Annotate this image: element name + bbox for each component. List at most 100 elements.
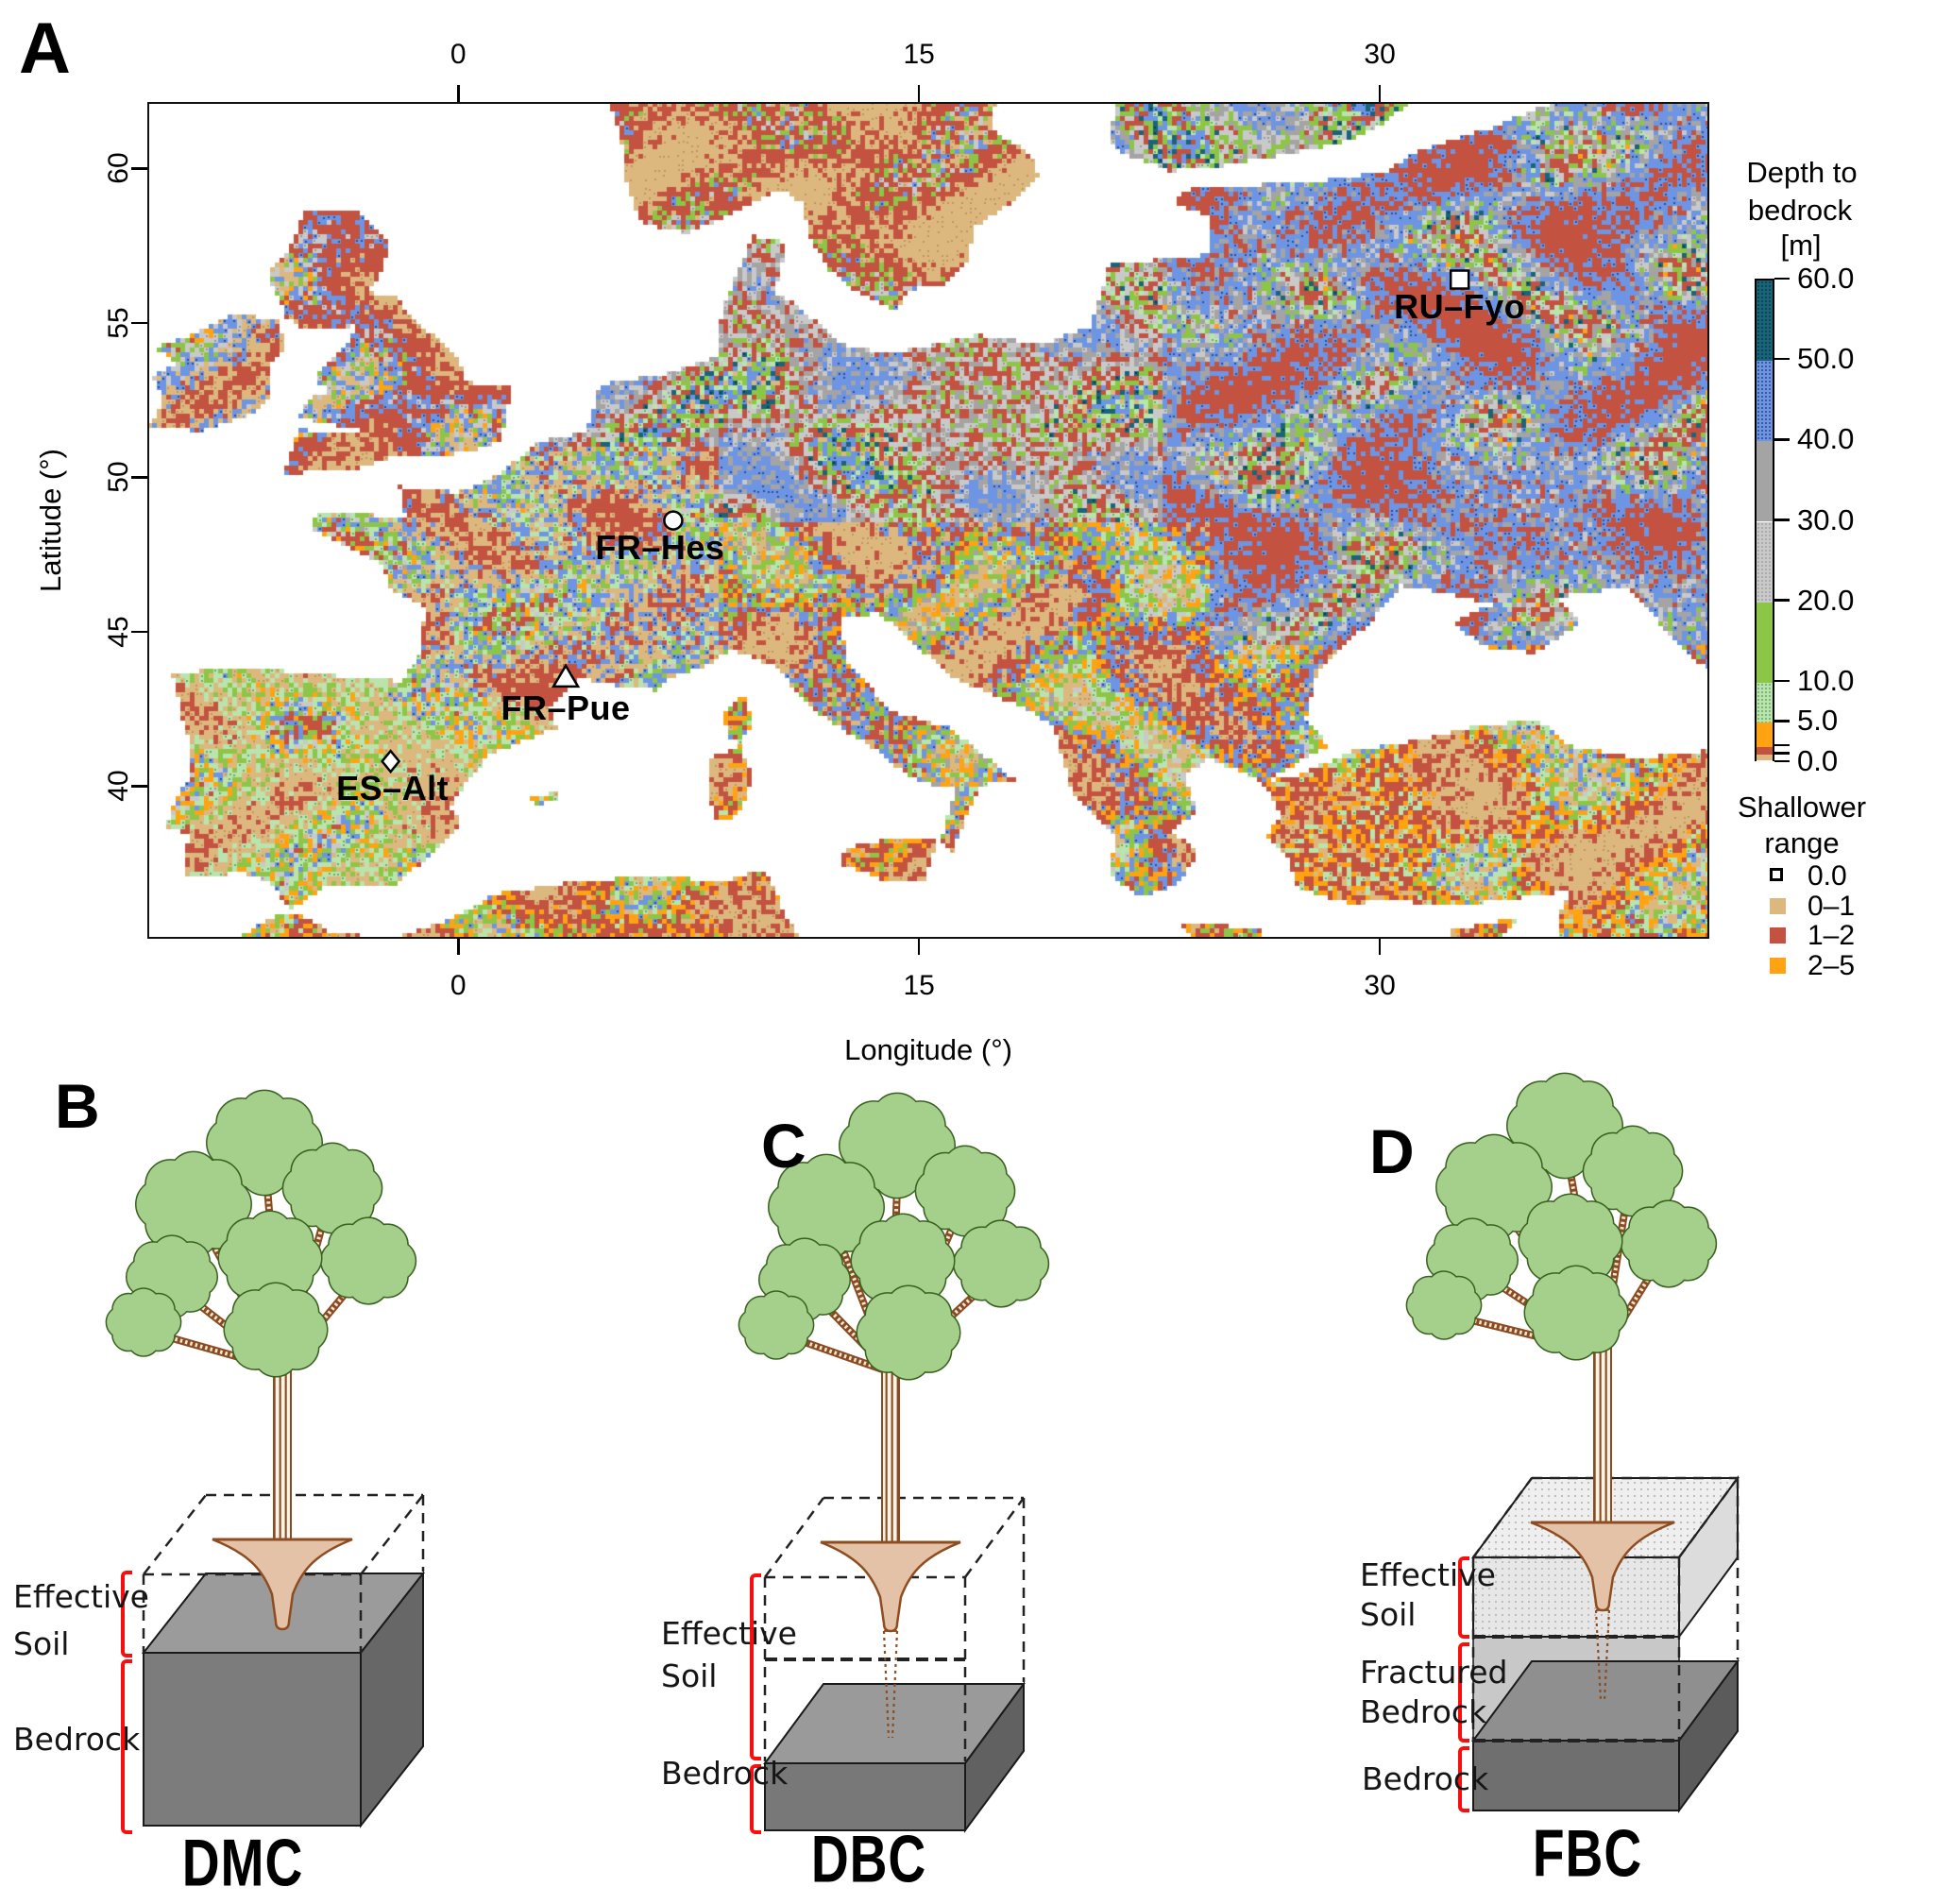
dbc-tree-cloud2-bump <box>942 1145 988 1190</box>
dmc-tree-cloud3-bump <box>375 1240 416 1282</box>
fbc-tree-cloud6-bump <box>1412 1300 1447 1335</box>
dbc-tree-cloud2-bump <box>924 1186 967 1229</box>
dmc-tree-cloud6-bump <box>141 1292 176 1327</box>
fbc-tree-cloud7-fill <box>1525 1266 1627 1359</box>
dbc-tree-cloud7-bump <box>872 1296 945 1369</box>
panel-c-letter: C <box>761 1111 806 1181</box>
fbc-tree-cloud4-bump <box>1439 1227 1505 1293</box>
fbc-tree-cloud6-bump <box>1413 1301 1445 1334</box>
dbc-tree-cloud2-bump <box>916 1169 959 1213</box>
dmc-tree-cloud7-bump <box>274 1325 318 1369</box>
fbc-tree-cloud2-outline <box>1582 1125 1684 1217</box>
c-effective-label: Effective <box>661 1615 797 1652</box>
fbc-tree-cloud3-bump <box>1666 1206 1709 1250</box>
dmc-tree-cloud2-fill <box>283 1143 382 1233</box>
fbc-tree-cloud3-bump <box>1628 1238 1672 1282</box>
dmc-tree-cloud6-bump <box>143 1318 175 1351</box>
dmc-tree-cloud1-fill <box>136 1152 251 1256</box>
fbc-tree-cloud4-bump <box>1452 1218 1492 1258</box>
dmc-tree-cloud5-bump <box>228 1253 272 1298</box>
dmc-tree-cloud5-bump <box>233 1221 307 1295</box>
dmc-tree-cloud7-bump <box>225 1308 268 1352</box>
colorbar-segment-0.35-1 <box>1757 755 1773 760</box>
dmc-tree-cloud3-bump <box>328 1223 371 1266</box>
shallow-legend-title-line2: range <box>1764 826 1840 859</box>
dmc-tree-cloud0-bump <box>272 1118 322 1167</box>
dbc-tree-cloud2-bump <box>963 1186 1007 1229</box>
fbc-tree-cloud6-bump <box>1428 1271 1460 1303</box>
dbc-tree-cloud6-outline <box>738 1290 815 1360</box>
dmc-tree-cloud7-bump <box>233 1290 278 1334</box>
fbc-tree-cloud2-bump <box>1597 1135 1669 1207</box>
dbc-tree-cloud0-bump <box>873 1148 922 1198</box>
dmc-wire-diagL <box>143 1494 207 1575</box>
fbc-tree-cloud4-bump <box>1451 1261 1493 1302</box>
dbc-tree-trunk <box>881 1362 900 1545</box>
fbc-tree-cloud4-bump <box>1451 1217 1493 1259</box>
dmc-tree-cloud1-bump <box>154 1164 233 1244</box>
fbc-tree-cloud1-bump <box>1453 1147 1535 1228</box>
fbc-tree-cloud6-outline <box>1405 1270 1483 1340</box>
dbc-tree-cloud2-bump <box>923 1185 968 1231</box>
fbc-tree-cloud7-bump <box>1553 1265 1600 1312</box>
dbc-tree-cloud0-bump <box>848 1100 900 1152</box>
colorbar-tick <box>1774 743 1790 747</box>
dmc-tree-cloud1-bump <box>145 1198 195 1249</box>
fbc-tree-cloud7-bump <box>1574 1273 1619 1318</box>
fbc-tree-cloud5-bump <box>1536 1206 1605 1276</box>
fbc-tree-cloud7-bump <box>1553 1314 1600 1361</box>
dbc-tree-cloud5-bump <box>866 1224 940 1298</box>
dbc-tree-cloud7-bump <box>887 1286 930 1330</box>
d-effective-label: Effective <box>1360 1556 1496 1593</box>
fbc-tree-cloud7-bump <box>1534 1273 1578 1318</box>
dmc-tree-cloud1-bump <box>191 1159 243 1211</box>
dbc-tree-cloud3-bump <box>967 1230 1035 1298</box>
bracket-c-bedrock <box>750 1764 761 1834</box>
dbc-tree-cloud3-bump <box>960 1226 1004 1269</box>
dbc-tree-cloud7-bump <box>914 1309 961 1356</box>
dmc-tree-cloud4-bump <box>178 1257 217 1297</box>
dmc-tree-cloud2-bump <box>291 1150 334 1193</box>
dmc-tree-cloud2-bump <box>338 1165 383 1211</box>
fbc-tree-cloud4-bump <box>1471 1255 1510 1295</box>
colorbar-segment-20-30 <box>1757 521 1773 603</box>
dmc-tree-cloud3-bump <box>347 1262 390 1305</box>
dmc-tree-cloud1-bump <box>136 1180 186 1229</box>
dmc-tree-cloud0-bump <box>262 1097 314 1149</box>
panel-a-letter: A <box>19 8 71 89</box>
dmc-tree-cloud5-bump <box>226 1217 273 1265</box>
dmc-tree-cloud7-bump <box>231 1289 279 1336</box>
fbc-tree-cloud5-bump <box>1547 1242 1594 1289</box>
fbc-tree-trunk <box>1593 1342 1612 1525</box>
fbc-tree-cloud7-bump <box>1534 1308 1578 1352</box>
dbc-tree-cloud7-bump <box>864 1326 911 1373</box>
fbc-tree-cloud2-bump <box>1631 1166 1674 1209</box>
dmc-tree-cloud6-bump <box>107 1306 139 1338</box>
dmc-tree-cloud7-bump <box>254 1284 297 1327</box>
dmc-tree-cloud6-bump <box>112 1318 144 1351</box>
dmc-tree-cloud6-bump <box>147 1304 182 1340</box>
dbc-tree-cloud2-fill <box>916 1146 1014 1236</box>
dmc-tree-branch6-hatch <box>153 1331 283 1371</box>
dbc-bedrock-top <box>763 1683 1026 1764</box>
fbc-tree-cloud6-bump <box>1426 1270 1462 1305</box>
fbc-tree-cloud3-bump <box>1648 1200 1689 1242</box>
dbc-tree-branch2 <box>887 1207 964 1374</box>
dbc-tree-cloud5-bump <box>879 1262 926 1309</box>
dmc-tree-cloud3-bump <box>329 1256 369 1298</box>
fbc-tree-cloud1-bump <box>1491 1181 1543 1232</box>
fbc-tree-cloud5-bump <box>1528 1201 1572 1246</box>
dmc-tree-cloud1-bump <box>169 1207 218 1256</box>
fbc-tree-cloud1-bump <box>1502 1163 1552 1212</box>
bracket-b-effective-soil <box>121 1571 132 1658</box>
fbc-tree-cloud4-bump <box>1469 1224 1512 1266</box>
europe-depth-to-bedrock-map <box>147 102 1709 939</box>
dbc-tree-cloud6-bump <box>745 1297 777 1329</box>
dbc-tree-cloud4-bump <box>767 1275 806 1315</box>
colorbar-tick <box>1774 518 1790 521</box>
dbc-tree-cloud6-bump <box>744 1295 779 1330</box>
colorbar-title-line1: Depth to <box>1746 156 1858 189</box>
fbc-tree-cloud3-bump <box>1635 1210 1703 1278</box>
fbc-tree-cloud4-outline <box>1425 1217 1519 1302</box>
